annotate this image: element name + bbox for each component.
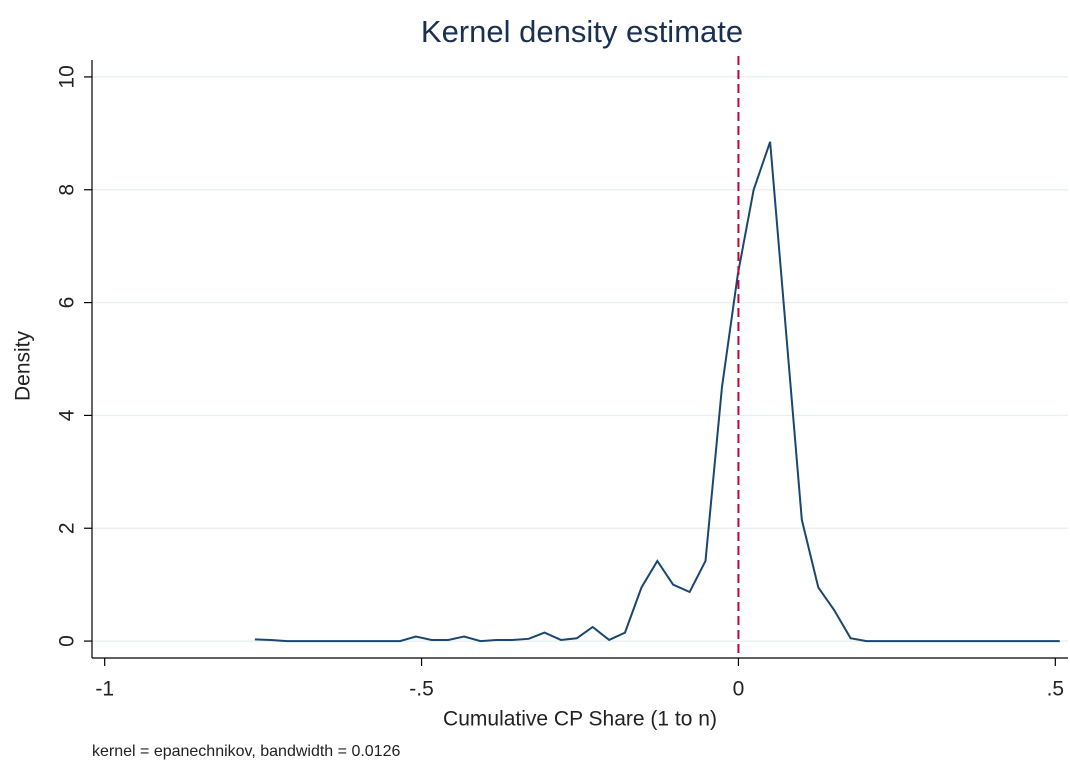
y-tick-label: 8 [56,184,79,196]
y-tick-label: 10 [56,65,79,88]
x-tick-label: -1 [95,678,114,701]
x-tick-label: 0 [733,678,745,701]
note: kernel = epanechnikov, bandwidth = 0.012… [92,743,400,760]
x-tick-label: .5 [1047,678,1065,701]
chart-title: Kernel density estimate [421,14,743,49]
density-line [254,141,1060,643]
y-tick-label: 2 [56,522,79,534]
y-tick-label: 6 [56,297,79,309]
y-tick-label: 0 [56,635,79,647]
x-axis-label: Cumulative CP Share (1 to n) [443,708,717,731]
y-tick-label: 4 [56,409,79,421]
y-axis-label: Density [12,330,35,401]
x-tick-label: -.5 [409,678,434,701]
